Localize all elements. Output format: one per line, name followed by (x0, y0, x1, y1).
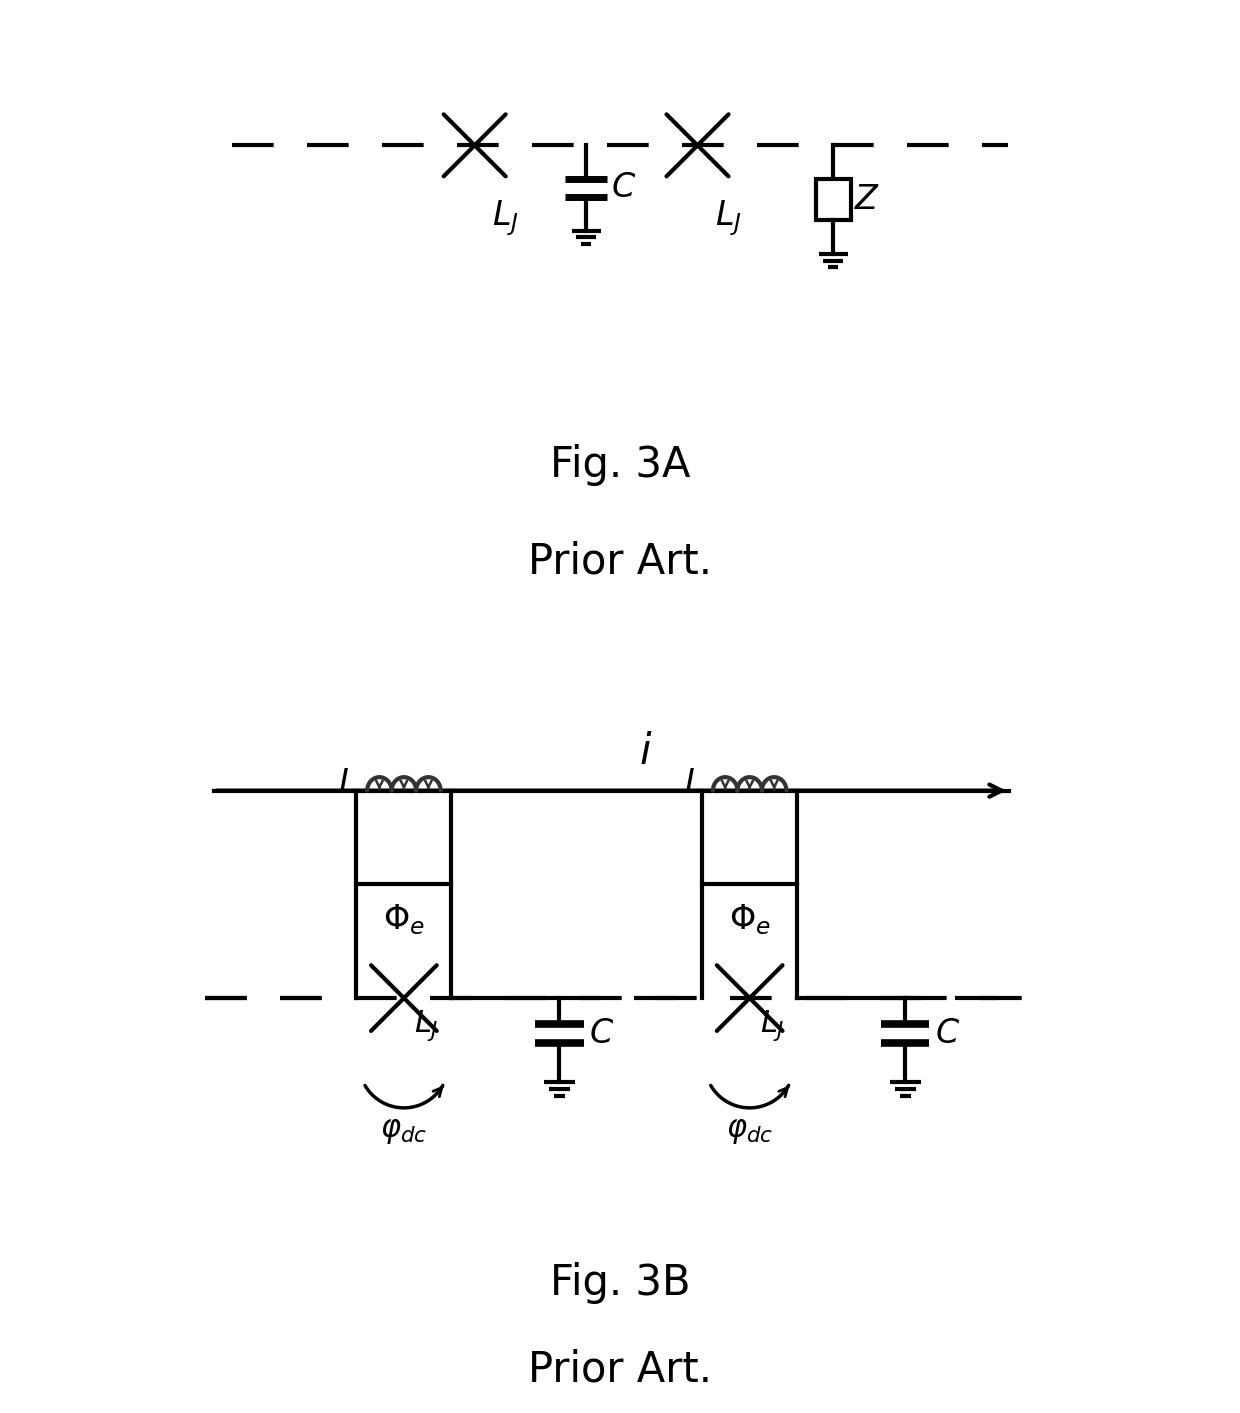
Text: $C$: $C$ (611, 171, 636, 205)
Text: $Z$: $Z$ (854, 184, 880, 216)
Text: Prior Art.: Prior Art. (528, 1349, 712, 1390)
Text: $L$: $L$ (339, 767, 357, 800)
Text: $\Phi_e$: $\Phi_e$ (729, 901, 770, 937)
Bar (816, 179, 851, 220)
Text: $L$: $L$ (684, 767, 703, 800)
Text: Prior Art.: Prior Art. (528, 541, 712, 584)
Text: $C$: $C$ (589, 1017, 614, 1050)
Text: $L_J$: $L_J$ (414, 1009, 439, 1043)
Text: $L_J$: $L_J$ (760, 1009, 785, 1043)
Text: $i$: $i$ (640, 732, 652, 773)
Text: $L_J$: $L_J$ (715, 199, 742, 239)
Text: $\Phi_e$: $\Phi_e$ (383, 901, 425, 937)
Text: Fig. 3A: Fig. 3A (549, 444, 691, 486)
Text: Fig. 3B: Fig. 3B (549, 1262, 691, 1304)
Text: $C$: $C$ (935, 1017, 960, 1050)
Text: $\varphi_{dc}$: $\varphi_{dc}$ (727, 1116, 774, 1146)
Text: $\varphi_{dc}$: $\varphi_{dc}$ (381, 1116, 428, 1146)
Text: $L_J$: $L_J$ (492, 199, 518, 239)
